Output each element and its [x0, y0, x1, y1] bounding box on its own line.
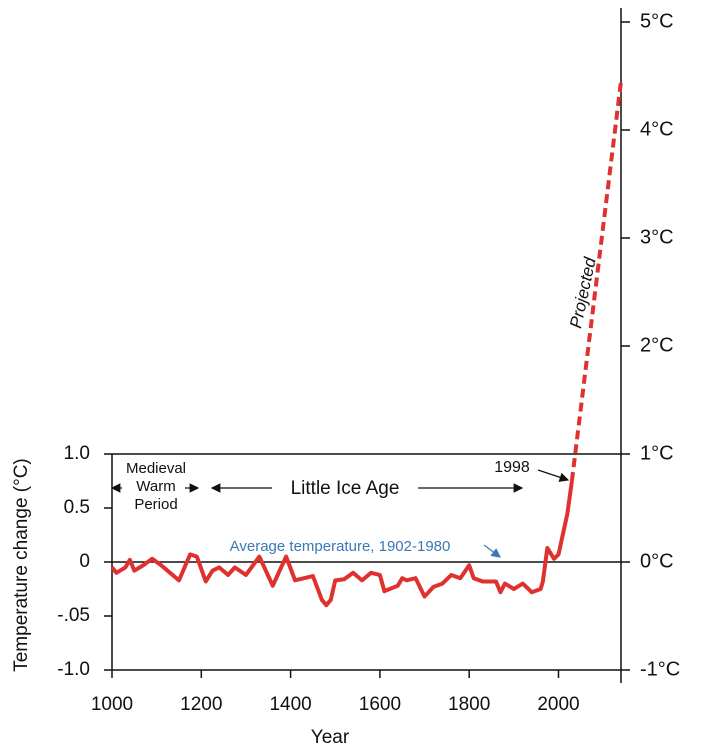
- y2-tick-label: 2°C: [640, 334, 674, 356]
- y-tick-label: -.05: [57, 605, 90, 626]
- y2-tick-label: 5°C: [640, 10, 674, 32]
- annotation: Average temperature, 1902-1980: [230, 538, 451, 555]
- x-tick-label: 1800: [448, 694, 490, 715]
- x-tick-label: 1200: [180, 694, 222, 715]
- y-axis-label: Temperature change (°C): [11, 458, 32, 672]
- x-axis-label: Year: [311, 727, 350, 748]
- y2-tick-label: 0°C: [640, 550, 674, 572]
- y-tick-label: 0: [79, 551, 90, 572]
- y2-tick-label: -1°C: [640, 658, 680, 680]
- y2-tick-label: 1°C: [640, 442, 674, 464]
- arrows: [110, 469, 570, 558]
- annotation: Little Ice Age: [291, 478, 400, 499]
- y-tick-label: -1.0: [57, 659, 90, 680]
- data-line: [569, 81, 623, 482]
- y2-tick-label: 4°C: [640, 118, 674, 140]
- x-tick-label: 1000: [91, 694, 133, 715]
- x-tick-label: 2000: [537, 694, 579, 715]
- y-tick-label: 1.0: [64, 443, 90, 464]
- annotation: 1998: [494, 459, 530, 476]
- x-tick-label: 1400: [269, 694, 311, 715]
- x-tick-label: 1600: [359, 694, 401, 715]
- y-tick-label: 0.5: [64, 497, 90, 518]
- annotation: Medieval Warm Period: [125, 460, 187, 513]
- y2-tick-label: 3°C: [640, 226, 674, 248]
- data-line: [110, 480, 574, 608]
